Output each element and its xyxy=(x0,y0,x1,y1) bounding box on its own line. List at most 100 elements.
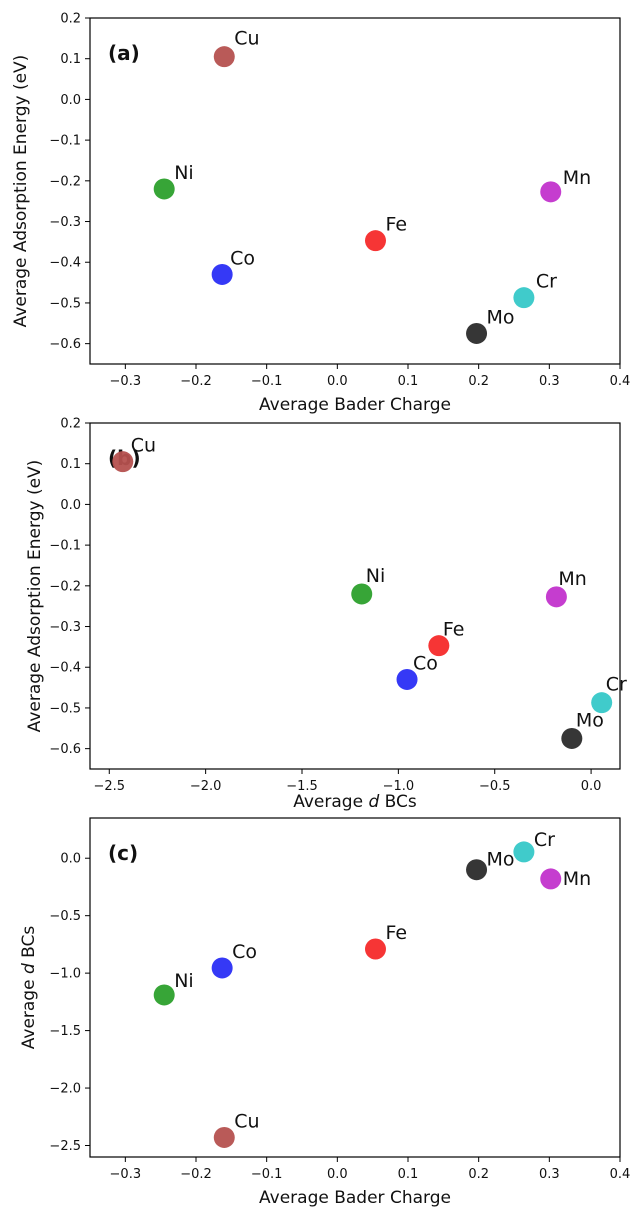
point-label-ni: Ni xyxy=(366,565,386,587)
point-mn xyxy=(545,586,567,608)
x-tick-label: −0.1 xyxy=(251,1167,283,1182)
x-tick-label: −2.0 xyxy=(190,779,222,794)
y-tick-label: −0.4 xyxy=(49,256,81,271)
point-fe xyxy=(428,635,450,657)
point-cu xyxy=(213,46,235,68)
point-label-cr: Cr xyxy=(534,829,555,851)
point-label-mn: Mn xyxy=(558,568,586,590)
point-co xyxy=(211,957,233,979)
point-label-fe: Fe xyxy=(443,619,465,641)
x-tick-label: 0.2 xyxy=(468,374,489,389)
point-label-ni: Ni xyxy=(174,162,194,184)
y-tick-label: 0.0 xyxy=(60,852,81,867)
point-cr xyxy=(513,287,535,309)
x-axis-label-prefix: Average xyxy=(293,792,368,812)
y-tick-label: −0.3 xyxy=(49,620,81,635)
y-tick-label: −0.5 xyxy=(49,909,81,924)
y-tick-label: −0.6 xyxy=(49,742,81,757)
point-label-fe: Fe xyxy=(385,922,407,944)
point-label-mo: Mo xyxy=(487,849,515,871)
y-tick-label: −1.0 xyxy=(49,967,81,982)
y-axis-label-suffix: BCs xyxy=(19,926,39,964)
y-tick-label: −0.5 xyxy=(49,701,81,716)
y-tick-label: −0.1 xyxy=(49,539,81,554)
x-tick-label: −1.5 xyxy=(286,779,318,794)
x-axis-label-suffix: BCs xyxy=(379,792,417,812)
y-tick-label: 0.1 xyxy=(60,457,81,472)
y-tick-label: 0.2 xyxy=(60,417,81,432)
x-tick-label: 0.0 xyxy=(581,779,602,794)
y-tick-label: 0.1 xyxy=(60,52,81,67)
x-tick-label: −0.1 xyxy=(251,374,283,389)
point-mo xyxy=(466,859,488,881)
point-ni xyxy=(153,984,175,1006)
panel-3: −0.3 −0.2 −0.1 0.0 0.1 0.2 0.3 0.4 0.0 −0.5 −1.0 −1… xyxy=(19,817,631,1208)
axes-frame xyxy=(89,17,621,365)
x-axis-label: Average Bader Charge xyxy=(259,395,451,415)
panel-2: −2.5 −2.0 −1.5 −1.0 −0.5 0.0 0.2 0.1 0.0 −0.1 −0.2… xyxy=(25,417,627,813)
x-tick-label: 0.1 xyxy=(398,374,419,389)
y-axis-label: Average d BCs xyxy=(19,926,39,1050)
point-label-mn: Mn xyxy=(563,167,591,189)
y-axis-label: Average Adsorption Energy (eV) xyxy=(25,460,45,733)
point-label-cu: Cu xyxy=(234,1110,259,1132)
point-mn xyxy=(540,181,562,203)
point-label-mo: Mo xyxy=(487,306,515,328)
point-co xyxy=(211,263,233,285)
x-axis-label: Average Bader Charge xyxy=(259,1188,451,1208)
point-mo xyxy=(561,727,583,749)
point-cr xyxy=(513,841,535,863)
y-tick-label: −0.1 xyxy=(49,134,81,149)
point-label-co: Co xyxy=(230,247,255,269)
point-cr xyxy=(591,692,613,714)
point-ni xyxy=(351,583,373,605)
x-tick-label: 0.2 xyxy=(468,1167,489,1182)
point-cu xyxy=(213,1126,235,1148)
point-label-cu: Cu xyxy=(131,435,156,457)
axes-frame xyxy=(89,422,621,770)
y-tick-label: 0.0 xyxy=(60,498,81,513)
y-tick-label: −0.5 xyxy=(49,296,81,311)
axes-frame xyxy=(89,817,621,1158)
y-tick-label: −0.2 xyxy=(49,174,81,189)
x-axis-label-italic: d xyxy=(368,792,379,812)
x-tick-label: −0.5 xyxy=(479,779,511,794)
point-label-co: Co xyxy=(413,652,438,674)
x-tick-label: 0.4 xyxy=(610,1167,631,1182)
panel-1: −0.3 −0.2 −0.1 0.0 0.1 0.2 0.3 0.4 0.2 0.1 0.0 −0.1… xyxy=(11,12,630,416)
y-tick-label: −2.5 xyxy=(49,1139,81,1154)
y-tick-label: 0.2 xyxy=(60,12,81,27)
y-tick-label: −0.4 xyxy=(49,661,81,676)
point-fe xyxy=(364,938,386,960)
panel-label: (a) xyxy=(108,41,140,65)
x-axis-label: Average d BCs xyxy=(293,792,417,812)
x-tick-label: 0.0 xyxy=(327,374,348,389)
panel-label: (c) xyxy=(108,841,138,865)
x-tick-label: 0.4 xyxy=(610,374,631,389)
x-tick-label: 0.1 xyxy=(398,1167,419,1182)
point-fe xyxy=(364,230,386,252)
point-ni xyxy=(153,178,175,200)
point-label-fe: Fe xyxy=(385,214,407,236)
point-label-mo: Mo xyxy=(576,709,604,731)
point-label-mn: Mn xyxy=(563,868,591,890)
x-tick-label: 0.3 xyxy=(539,374,560,389)
y-axis-label-prefix: Average xyxy=(19,974,39,1049)
y-axis-label: Average Adsorption Energy (eV) xyxy=(11,55,31,328)
point-co xyxy=(396,668,418,690)
x-tick-label: −1.0 xyxy=(383,779,415,794)
x-tick-label: −0.2 xyxy=(180,1167,212,1182)
x-tick-label: 0.0 xyxy=(327,1167,348,1182)
y-tick-label: −1.5 xyxy=(49,1024,81,1039)
point-mo xyxy=(466,322,488,344)
y-tick-label: −0.2 xyxy=(49,579,81,594)
x-tick-label: −2.5 xyxy=(93,779,125,794)
point-mn xyxy=(540,868,562,890)
x-tick-label: −0.2 xyxy=(180,374,212,389)
point-cu xyxy=(112,451,134,473)
y-tick-label: −2.0 xyxy=(49,1082,81,1097)
y-tick-label: −0.3 xyxy=(49,215,81,230)
point-label-cr: Cr xyxy=(606,674,627,696)
x-tick-label: −0.3 xyxy=(110,374,142,389)
